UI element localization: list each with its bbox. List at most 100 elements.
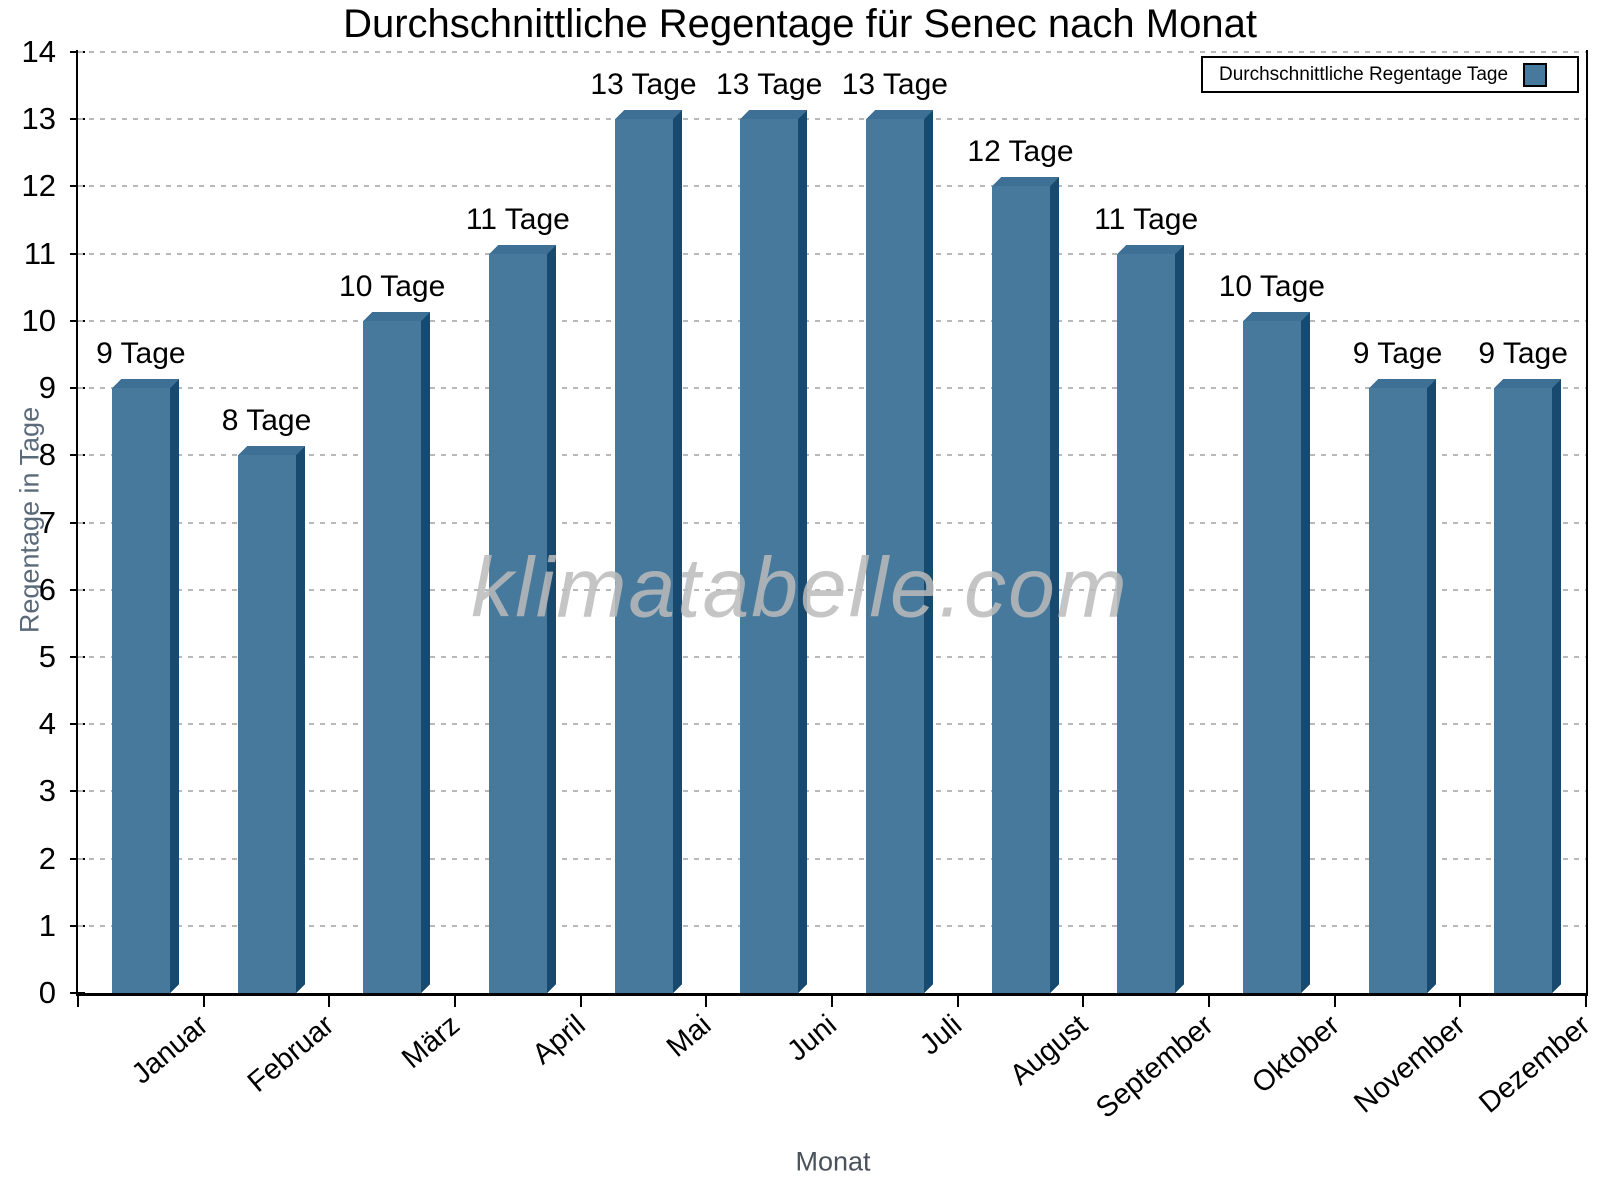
x-tick-mark <box>579 993 582 1007</box>
bar-front-face <box>614 119 673 993</box>
bar-value-label: 13 Tage <box>590 68 697 101</box>
plot-right-border <box>1586 50 1588 995</box>
y-tick-label: 13 <box>21 101 56 137</box>
bar-November <box>1368 379 1436 993</box>
bar-front-face <box>1368 388 1427 993</box>
bar-April <box>488 245 556 993</box>
bar-front-face <box>1117 254 1176 993</box>
bar-top-face <box>1117 245 1185 254</box>
plot-area: 0 1 2 3 4 5 6 7 8 9 10 11 12 13 14 9 Tage Januar 8 Tage Fe… <box>22 35 1597 1125</box>
x-tick-label-August: August <box>1004 1009 1095 1092</box>
x-tick-label-Oktober: Oktober <box>1245 1009 1346 1100</box>
x-tick-label-Januar: Januar <box>125 1009 215 1091</box>
gridline-y8 <box>78 454 1586 457</box>
bar-top-face <box>111 379 179 388</box>
bar-value-label: 9 Tage <box>1478 337 1568 370</box>
bar-side-face <box>546 245 556 993</box>
x-tick-mark <box>1208 993 1210 1007</box>
bar-side-face <box>672 110 682 993</box>
x-tick-label-September: September <box>1090 1009 1220 1125</box>
gridline-y12 <box>78 185 1586 188</box>
gridline-y4 <box>78 723 1586 726</box>
y-tick-label: 9 <box>38 370 56 406</box>
legend-swatch-icon <box>1523 62 1547 87</box>
bar-front-face <box>111 388 170 993</box>
x-tick-label-Dezember: Dezember <box>1473 1009 1597 1120</box>
x-tick-mark <box>705 993 708 1007</box>
gridline-y2 <box>78 857 1586 860</box>
y-tick-label: 3 <box>38 773 56 809</box>
bar-top-face <box>991 177 1059 186</box>
bar-Juli <box>865 110 933 993</box>
bar-top-face <box>1242 312 1310 321</box>
bar-side-face <box>1175 245 1185 993</box>
bar-value-label: 13 Tage <box>716 68 823 101</box>
bar-front-face <box>1242 321 1301 993</box>
chart-title: Durchschnittliche Regentage für Senec na… <box>343 2 1257 46</box>
x-axis-line <box>76 993 1588 996</box>
bar-Februar <box>237 446 305 993</box>
bar-front-face <box>488 254 547 993</box>
legend-label: Durchschnittliche Regentage Tage <box>1219 63 1509 85</box>
y-tick-label: 14 <box>21 34 56 69</box>
bar-side-face <box>923 110 933 993</box>
x-axis-title: Monat <box>795 1146 871 1177</box>
bar-value-label: 11 Tage <box>465 203 570 236</box>
bar-Januar <box>111 379 179 993</box>
bar-side-face <box>798 110 808 993</box>
y-tick-label: 10 <box>21 302 56 338</box>
bar-Juni <box>740 110 808 993</box>
x-tick-label-Juli: Juli <box>914 1009 969 1062</box>
y-tick-label: 4 <box>38 706 56 742</box>
bar-value-label: 9 Tage <box>96 337 186 370</box>
y-tick-label: 1 <box>38 907 56 943</box>
gridline-y13 <box>78 118 1586 121</box>
bar-top-face <box>237 446 305 455</box>
x-tick-mark <box>1082 993 1085 1007</box>
bar-value-label: 8 Tage <box>221 404 312 437</box>
gridline-y9 <box>78 387 1586 390</box>
x-tick-label-November: November <box>1348 1009 1472 1120</box>
bar-top-face <box>363 312 431 321</box>
bar-value-label: 10 Tage <box>1218 270 1325 303</box>
bar-value-label: 12 Tage <box>967 135 1074 168</box>
bar-top-face <box>740 110 808 119</box>
bar-Mai <box>614 110 682 993</box>
bar-side-face <box>169 379 179 993</box>
x-tick-mark <box>77 993 79 1007</box>
watermark: klimatabelle.com <box>471 540 1129 635</box>
y-tick-label: 12 <box>21 168 56 204</box>
x-tick-mark <box>454 993 456 1007</box>
x-tick-mark <box>1459 993 1462 1007</box>
x-tick-label-April: April <box>526 1009 592 1071</box>
x-tick-label-Februar: Februar <box>241 1009 341 1099</box>
y-tick-label: 5 <box>38 638 56 674</box>
y-tick-label: 11 <box>23 235 56 271</box>
bar-top-face <box>1368 379 1436 388</box>
y-tick-label: 0 <box>38 975 56 1010</box>
gridline-y14 <box>78 51 1586 54</box>
bar-top-face <box>865 110 933 119</box>
bar-side-face <box>1426 379 1436 993</box>
bar-Oktober <box>1242 312 1310 993</box>
bar-side-face <box>1049 177 1059 993</box>
gridline-y1 <box>78 924 1586 927</box>
bar-side-face <box>1300 312 1310 993</box>
bar-value-label: 11 Tage <box>1094 203 1199 236</box>
y-tick-label: 2 <box>38 840 56 876</box>
bar-side-face <box>421 312 431 993</box>
bar-value-label: 9 Tage <box>1352 337 1443 370</box>
gridline-y5 <box>78 655 1586 658</box>
bar-top-face <box>614 110 682 119</box>
x-tick-label-März: März <box>395 1009 466 1075</box>
bar-September <box>1117 245 1185 993</box>
y-tick-label: 8 <box>38 437 56 473</box>
bar-August <box>991 177 1059 993</box>
y-tick-label: 6 <box>38 571 56 607</box>
x-tick-mark <box>1585 993 1587 1007</box>
x-tick-label-Mai: Mai <box>660 1009 718 1064</box>
x-tick-mark <box>202 993 205 1007</box>
bar-top-face <box>488 245 556 254</box>
bar-front-face <box>363 321 422 993</box>
x-tick-mark <box>328 993 331 1007</box>
